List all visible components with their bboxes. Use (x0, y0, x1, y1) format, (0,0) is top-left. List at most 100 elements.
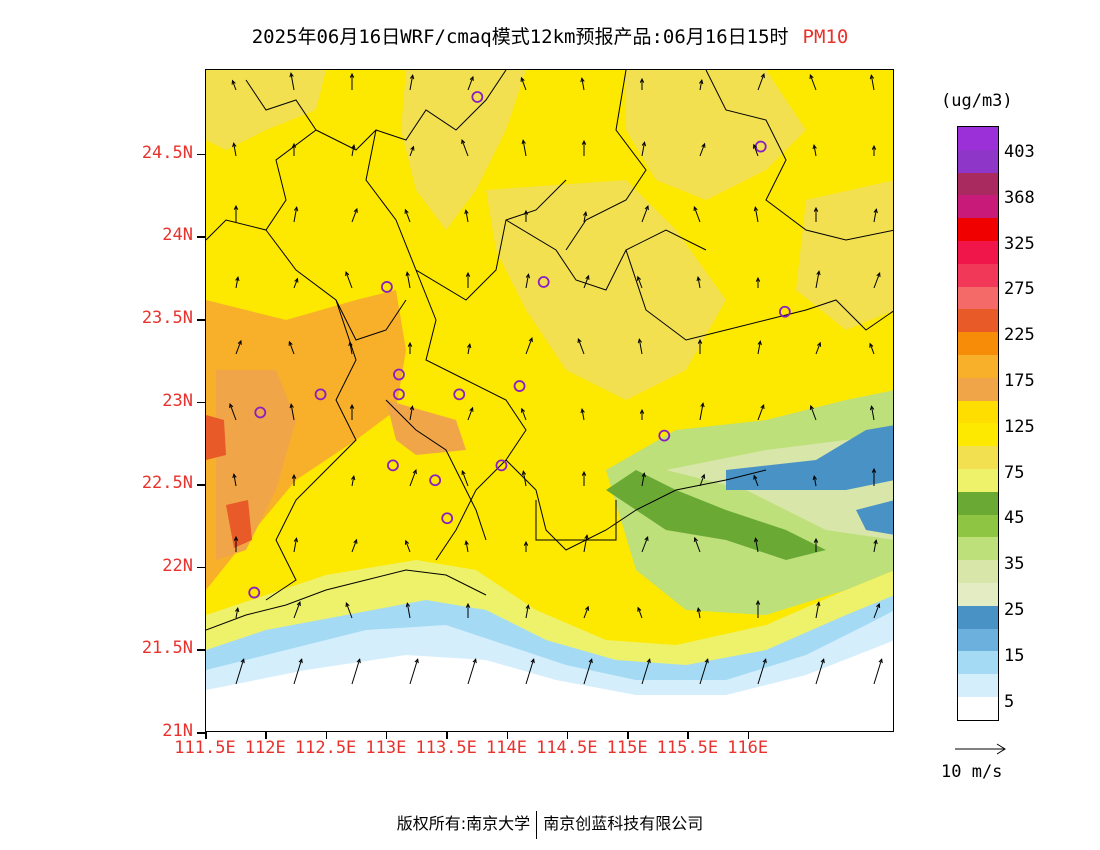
wind-vector-head (407, 341, 413, 347)
wind-vector (404, 209, 411, 223)
wind-vector (467, 76, 474, 91)
x-tick (325, 732, 328, 739)
x-tick-label: 113.5E (415, 738, 477, 758)
y-tick-label: 22.5N (141, 473, 193, 494)
wind-vector-head (525, 604, 530, 610)
field-225 (206, 415, 226, 460)
wind-vector (349, 342, 353, 355)
wind-vector-head (409, 405, 415, 411)
wind-vector (351, 659, 361, 685)
x-tick (446, 732, 448, 739)
y-tick-label: 23.5N (141, 308, 193, 328)
wind-vector (406, 272, 411, 289)
title-main: 2025年06月16日WRF/cmaq模式12km预报产品:06月16日15时 (251, 26, 789, 48)
wind-vector-head (639, 77, 645, 83)
legend-swatch (958, 309, 998, 333)
wind-vector-head (869, 405, 875, 411)
x-tick (265, 732, 267, 739)
wind-vector (757, 73, 765, 91)
wind-vector (815, 659, 825, 685)
wind-vector-head (233, 204, 239, 210)
wind-vector-head (410, 145, 415, 151)
legend-swatch (958, 491, 998, 515)
wind-vector-head (588, 658, 593, 664)
wind-vector (520, 77, 527, 91)
wind-vector-head (298, 658, 303, 664)
wind-vector (871, 406, 875, 421)
legend-label: 75 (1004, 462, 1025, 483)
field-15 (726, 425, 893, 490)
wind-vector (577, 338, 585, 355)
legend-swatch (958, 674, 998, 697)
wind-vector-head (755, 599, 761, 605)
field-45 (606, 470, 826, 560)
wind-vector (467, 344, 471, 355)
wind-vector (233, 474, 237, 487)
wind-vector-head (873, 539, 878, 545)
wind-vector-head (812, 144, 817, 150)
wind-vector-head (293, 537, 299, 543)
legend-label: 125 (1004, 416, 1035, 437)
wind-vector-head (520, 407, 526, 413)
title-species: PM10 (802, 26, 849, 48)
station-marker (471, 91, 484, 103)
wind-vector-head (530, 658, 535, 664)
legend-swatch (958, 377, 998, 401)
wind-vector-head (465, 602, 471, 608)
legend-swatch (958, 514, 998, 538)
wind-vector-head (461, 469, 466, 476)
wind-vector-head (816, 601, 821, 607)
legend-swatch (958, 605, 998, 629)
wind-vector-head (521, 139, 526, 145)
wind-vector-head (636, 275, 642, 281)
wind-vector (699, 659, 709, 685)
y-tick-label: 21.5N (141, 638, 193, 659)
wind-vector-head (235, 607, 240, 613)
station-marker (387, 459, 399, 472)
wind-vector (233, 143, 237, 157)
wind-vector (467, 407, 474, 421)
wind-vector-head (404, 208, 409, 214)
wind-vector-head (345, 601, 350, 608)
wind-vector (293, 207, 298, 223)
legend-swatch (958, 127, 998, 150)
wind-vector-head (637, 338, 643, 344)
legend-colorbar (957, 126, 999, 721)
field-15 (856, 500, 893, 535)
wind-vector-head (752, 143, 758, 149)
wind-vector-head (700, 473, 706, 479)
station-marker (393, 388, 405, 401)
wind-vector (409, 75, 414, 91)
x-tick-label: 111.5E (174, 738, 236, 758)
y-tick (197, 319, 205, 321)
footer-right: 南京创蓝科技有限公司 (543, 814, 704, 833)
y-tick (197, 649, 205, 651)
wind-vector-head (405, 271, 410, 277)
legend-swatch (958, 582, 998, 606)
legend-swatch (958, 218, 998, 241)
footer-divider (536, 810, 538, 839)
wind-vector (583, 659, 593, 685)
wind-vector (815, 271, 820, 289)
y-tick (197, 236, 205, 238)
x-tick (205, 732, 207, 739)
wind-vector-head (233, 535, 239, 541)
wind-vector-head (700, 402, 705, 408)
wind-vector-head (760, 73, 765, 79)
wind-vector-head (585, 274, 590, 280)
wind-vector-head (816, 270, 821, 276)
wind-vector-head (229, 403, 234, 409)
wind-vector-head (753, 474, 758, 480)
wind-vector-head (813, 537, 819, 543)
x-tick-label: 115.5E (656, 738, 719, 758)
wind-vector-head (289, 72, 294, 78)
wind-vector-head (345, 271, 350, 277)
wind-vector (581, 78, 585, 91)
map-title: 2025年06月16日WRF/cmaq模式12km预报产品:06月16日15时 P… (0, 22, 1100, 52)
wind-vector-head (871, 467, 877, 473)
legend-label: 15 (1004, 645, 1025, 666)
wind-vector-head (809, 404, 814, 410)
wind-vector-head (405, 602, 411, 608)
legend-swatch (958, 628, 998, 652)
wind-vector-head (414, 658, 419, 664)
